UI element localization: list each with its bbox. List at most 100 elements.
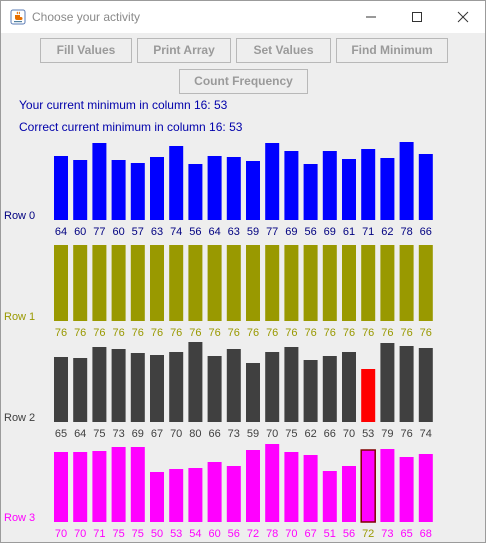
value-label-row2-col4: 69 xyxy=(132,428,144,440)
bar-row3-col18 xyxy=(400,457,414,522)
bar-row2-col2 xyxy=(92,347,106,422)
bar-row3-col6 xyxy=(169,469,183,522)
bar-row2-col10 xyxy=(246,363,260,422)
value-label-row1-col16: 76 xyxy=(362,327,374,339)
bar-row3-col3 xyxy=(112,447,126,522)
bar-row2-col12 xyxy=(284,347,298,422)
bar-row0-col13 xyxy=(304,164,318,220)
value-label-row3-col0: 70 xyxy=(55,528,67,540)
value-label-row1-col0: 76 xyxy=(55,327,67,339)
value-label-row3-col4: 75 xyxy=(132,528,144,540)
value-label-row1-col2: 76 xyxy=(93,327,105,339)
bar-row3-col2 xyxy=(92,451,106,522)
bar-row3-col19 xyxy=(419,454,433,522)
bar-row2-col16 xyxy=(361,369,375,422)
bar-row2-col9 xyxy=(227,349,241,422)
value-label-row3-col3: 75 xyxy=(112,528,124,540)
value-label-row1-col12: 76 xyxy=(285,327,297,339)
value-label-row0-col18: 78 xyxy=(400,226,412,238)
bar-row0-col5 xyxy=(150,157,164,220)
value-label-row0-col16: 71 xyxy=(362,226,374,238)
bar-row1-col11 xyxy=(265,245,279,321)
bar-row3-col10 xyxy=(246,450,260,522)
bar-row0-col0 xyxy=(54,156,68,220)
bar-row1-col8 xyxy=(208,245,222,321)
bar-row3-col14 xyxy=(323,471,337,522)
value-label-row3-col5: 50 xyxy=(151,528,163,540)
value-label-row3-col12: 70 xyxy=(285,528,297,540)
row-label-1: Row 1 xyxy=(4,311,35,323)
value-label-row2-col14: 66 xyxy=(324,428,336,440)
value-label-row1-col15: 76 xyxy=(343,327,355,339)
value-label-row2-col0: 65 xyxy=(55,428,67,440)
value-label-row0-col4: 57 xyxy=(132,226,144,238)
value-label-row0-col19: 66 xyxy=(420,226,432,238)
value-label-row3-col7: 54 xyxy=(189,528,201,540)
bar-row2-col5 xyxy=(150,355,164,422)
value-label-row3-col17: 73 xyxy=(381,528,393,540)
bar-row3-col16 xyxy=(361,450,375,522)
value-label-row0-col9: 63 xyxy=(228,226,240,238)
bar-row1-col10 xyxy=(246,245,260,321)
value-label-row3-col8: 60 xyxy=(208,528,220,540)
bar-row1-col12 xyxy=(284,245,298,321)
value-label-row2-col8: 66 xyxy=(208,428,220,440)
value-label-row0-col6: 74 xyxy=(170,226,182,238)
row-label-3: Row 3 xyxy=(4,512,35,524)
bar-row2-col19 xyxy=(419,348,433,422)
value-label-row0-col2: 77 xyxy=(93,226,105,238)
value-label-row1-col7: 76 xyxy=(189,327,201,339)
value-label-row1-col5: 76 xyxy=(151,327,163,339)
bar-row0-col7 xyxy=(188,164,202,220)
bar-row3-col11 xyxy=(265,444,279,522)
value-label-row1-col1: 76 xyxy=(74,327,86,339)
value-label-row1-col8: 76 xyxy=(208,327,220,339)
value-label-row0-col5: 63 xyxy=(151,226,163,238)
bar-row2-col18 xyxy=(400,346,414,422)
bar-row0-col10 xyxy=(246,161,260,220)
bar-row0-col16 xyxy=(361,149,375,220)
value-label-row3-col6: 53 xyxy=(170,528,182,540)
bar-row1-col7 xyxy=(188,245,202,321)
value-label-row0-col11: 77 xyxy=(266,226,278,238)
bar-row3-col1 xyxy=(73,452,87,522)
value-label-row2-col11: 70 xyxy=(266,428,278,440)
bar-row2-col3 xyxy=(112,349,126,422)
bar-row2-col7 xyxy=(188,342,202,422)
bar-row1-col15 xyxy=(342,245,356,321)
value-label-row0-col1: 60 xyxy=(74,226,86,238)
value-label-row3-col16: 72 xyxy=(362,528,374,540)
value-label-row3-col9: 56 xyxy=(228,528,240,540)
value-label-row1-col9: 76 xyxy=(228,327,240,339)
bar-row0-col19 xyxy=(419,154,433,220)
bar-row1-col19 xyxy=(419,245,433,321)
bar-row3-col17 xyxy=(380,449,394,522)
bar-row0-col17 xyxy=(380,158,394,220)
bar-row3-col13 xyxy=(304,455,318,522)
value-label-row2-col16: 53 xyxy=(362,428,374,440)
row-label-0: Row 0 xyxy=(4,210,35,222)
value-label-row1-col11: 76 xyxy=(266,327,278,339)
bar-row1-col0 xyxy=(54,245,68,321)
value-label-row2-col17: 79 xyxy=(381,428,393,440)
bar-row1-col6 xyxy=(169,245,183,321)
value-label-row2-col3: 73 xyxy=(112,428,124,440)
bar-row1-col4 xyxy=(131,245,145,321)
value-label-row1-col17: 76 xyxy=(381,327,393,339)
value-label-row2-col13: 62 xyxy=(304,428,316,440)
value-label-row0-col7: 56 xyxy=(189,226,201,238)
bar-row0-col4 xyxy=(131,163,145,220)
bar-row1-col5 xyxy=(150,245,164,321)
bar-row0-col2 xyxy=(92,143,106,220)
bar-row2-col1 xyxy=(73,358,87,422)
value-label-row1-col3: 76 xyxy=(112,327,124,339)
bar-row0-col9 xyxy=(227,157,241,220)
bar-row3-col4 xyxy=(131,447,145,522)
bar-row1-col17 xyxy=(380,245,394,321)
bar-row1-col9 xyxy=(227,245,241,321)
bar-row2-col17 xyxy=(380,343,394,422)
value-label-row2-col12: 75 xyxy=(285,428,297,440)
value-label-row1-col18: 76 xyxy=(400,327,412,339)
bar-row3-col12 xyxy=(284,452,298,522)
bar-row2-col11 xyxy=(265,352,279,422)
